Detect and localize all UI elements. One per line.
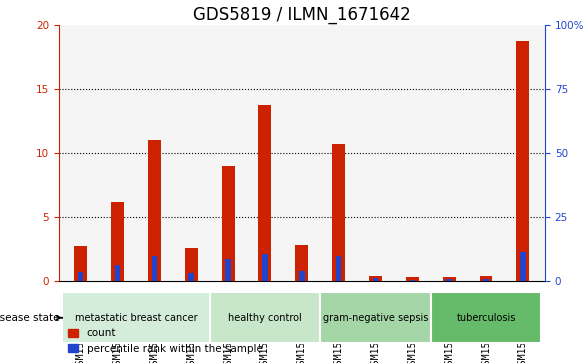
Bar [295, 245, 308, 281]
Bar [406, 277, 419, 281]
Bar [520, 252, 526, 281]
Bar [332, 144, 345, 281]
Bar [369, 276, 382, 281]
Legend: count, percentile rank within the sample: count, percentile rank within the sample [64, 324, 267, 358]
Text: GSM1599185: GSM1599185 [370, 311, 380, 363]
Text: GSM1599186: GSM1599186 [407, 311, 417, 363]
Text: metastatic breast cancer: metastatic breast cancer [74, 313, 197, 323]
Bar [516, 41, 529, 281]
Text: GSM1599180: GSM1599180 [186, 311, 196, 363]
Bar [152, 256, 157, 281]
Bar [78, 272, 83, 281]
Bar [299, 271, 305, 281]
Text: GSM1599182: GSM1599182 [260, 311, 270, 363]
FancyBboxPatch shape [62, 292, 210, 343]
Text: GSM1599189: GSM1599189 [518, 311, 528, 363]
Bar [185, 248, 197, 281]
Text: healthy control: healthy control [228, 313, 302, 323]
Bar [226, 260, 231, 281]
Bar [148, 140, 161, 281]
Bar [336, 256, 342, 281]
Bar [74, 246, 87, 281]
Text: gram-negative sepsis: gram-negative sepsis [323, 313, 428, 323]
Bar [111, 202, 124, 281]
Bar [262, 254, 268, 281]
Bar [483, 279, 489, 281]
Bar [222, 166, 234, 281]
FancyBboxPatch shape [210, 292, 320, 343]
Text: GSM1599184: GSM1599184 [333, 311, 343, 363]
Bar [189, 273, 194, 281]
Text: GSM1599181: GSM1599181 [223, 311, 233, 363]
Text: GSM1599178: GSM1599178 [113, 311, 122, 363]
Bar [443, 277, 456, 281]
Bar [479, 276, 492, 281]
Title: GDS5819 / ILMN_1671642: GDS5819 / ILMN_1671642 [193, 6, 411, 24]
Text: disease state: disease state [0, 313, 62, 323]
Text: GSM1599183: GSM1599183 [297, 311, 307, 363]
Bar [373, 278, 378, 281]
FancyBboxPatch shape [320, 292, 431, 343]
Bar [115, 265, 120, 281]
FancyBboxPatch shape [431, 292, 541, 343]
Bar [258, 105, 271, 281]
Text: tuberculosis: tuberculosis [456, 313, 516, 323]
Bar [447, 279, 452, 281]
Text: GSM1599179: GSM1599179 [149, 311, 159, 363]
Text: GSM1599188: GSM1599188 [481, 311, 491, 363]
Bar [410, 280, 415, 281]
Text: GSM1599177: GSM1599177 [76, 311, 86, 363]
Text: GSM1599187: GSM1599187 [444, 311, 454, 363]
